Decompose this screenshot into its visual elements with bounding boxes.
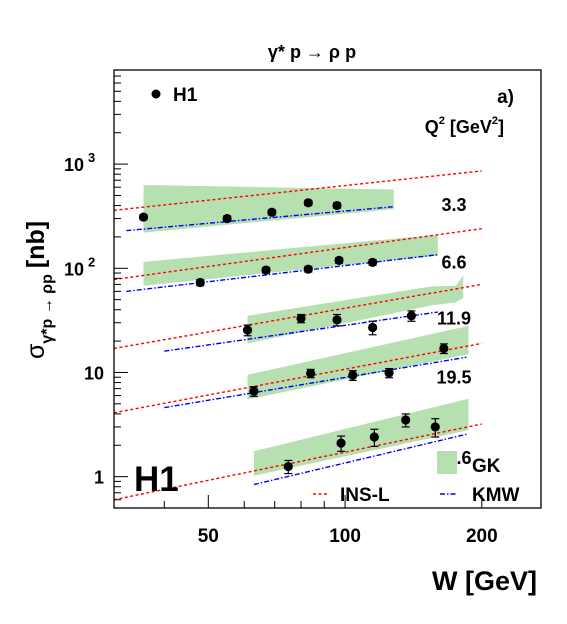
data-point-3-0 bbox=[249, 386, 259, 396]
data-point-4-0 bbox=[283, 461, 293, 472]
h1-watermark: H1 bbox=[134, 460, 179, 499]
ins-line-1 bbox=[113, 227, 482, 281]
kmw-line-4 bbox=[253, 433, 467, 486]
data-point-2-2 bbox=[332, 315, 342, 325]
q2-label-1: 6.6 bbox=[441, 253, 466, 273]
gk-bands bbox=[143, 185, 469, 476]
data-point-0-0 bbox=[138, 212, 149, 222]
y-tick-label-2: 10 bbox=[64, 259, 84, 279]
x-axis-label: W [GeV] bbox=[432, 566, 537, 596]
data-point-2-1 bbox=[296, 313, 306, 324]
data-point-0-2 bbox=[267, 207, 277, 217]
svg-text:σγ*p → ρp[nb]: σγ*p → ρp [nb] bbox=[22, 221, 56, 359]
x-tick-label-0: 50 bbox=[198, 526, 219, 547]
gk-band-1 bbox=[143, 234, 438, 286]
y-tick-label-0: 1 bbox=[94, 468, 104, 488]
data-point-2-0 bbox=[242, 325, 253, 335]
q2-header: Q2 [GeV2] bbox=[425, 115, 504, 137]
data-point-3-3 bbox=[384, 368, 394, 378]
q2-label-0: 3.3 bbox=[441, 195, 466, 215]
y-axis-label: σγ*p → ρp [nb] bbox=[22, 221, 56, 359]
ins-line-3 bbox=[113, 342, 482, 414]
y-tick-exp-3: 3 bbox=[88, 150, 95, 165]
data-point-3-1 bbox=[306, 368, 316, 378]
data-point-2-4 bbox=[406, 311, 417, 321]
legend-data-marker bbox=[151, 89, 161, 99]
data-point-4-1 bbox=[336, 438, 346, 448]
model-lines bbox=[113, 170, 482, 501]
y-axis-unit: [nb] bbox=[22, 221, 50, 268]
q2-label-3: 19.5 bbox=[436, 367, 471, 387]
kmw-line-3 bbox=[164, 356, 467, 409]
gk-band-3 bbox=[247, 325, 469, 400]
data-point-4-2 bbox=[369, 432, 379, 442]
data-point-4-4 bbox=[430, 422, 440, 432]
ins-line-4 bbox=[113, 423, 482, 501]
data-point-1-2 bbox=[303, 264, 313, 274]
data-point-0-3 bbox=[303, 198, 313, 208]
legend-kmw-label: KMW bbox=[472, 485, 520, 506]
data-point-3-4 bbox=[439, 343, 449, 354]
x-tick-label-1: 100 bbox=[329, 526, 361, 547]
data-point-3-2 bbox=[348, 370, 358, 380]
data-point-2-3 bbox=[368, 322, 378, 333]
data-point-0-1 bbox=[222, 213, 232, 224]
y-axis-sigma: σ bbox=[22, 343, 50, 359]
gk-band-2 bbox=[247, 275, 464, 344]
ins-line-0 bbox=[113, 170, 482, 212]
y-tick-label-3: 10 bbox=[64, 155, 84, 175]
chart-title: γ* p → ρ p bbox=[268, 42, 356, 62]
legend-ins-label: INS-L bbox=[340, 485, 390, 506]
data-point-1-4 bbox=[368, 257, 378, 267]
data-point-1-1 bbox=[261, 265, 271, 275]
data-point-0-4 bbox=[332, 200, 342, 211]
y-tick-label-1: 10 bbox=[84, 363, 104, 383]
ins-line-2 bbox=[113, 283, 482, 350]
data-points bbox=[138, 198, 449, 475]
data-point-4-3 bbox=[401, 415, 411, 425]
gk-band-0 bbox=[143, 185, 394, 233]
legend-gk-label: GK bbox=[472, 456, 501, 477]
x-tick-label-2: 200 bbox=[466, 526, 498, 547]
legend-data-label: H1 bbox=[173, 85, 198, 106]
plot-frame bbox=[113, 69, 542, 509]
gk-band-4 bbox=[253, 398, 469, 476]
data-point-1-3 bbox=[334, 255, 344, 265]
q2-label-2: 11.9 bbox=[437, 308, 471, 328]
kmw-line-0 bbox=[126, 205, 394, 232]
y-tick-exp-2: 2 bbox=[88, 254, 95, 269]
y-axis-subscript: γ*p → ρp bbox=[39, 274, 56, 344]
kmw-line-2 bbox=[164, 311, 438, 352]
panel-label: a) bbox=[497, 87, 514, 108]
legend-gk-swatch bbox=[437, 451, 457, 474]
data-point-1-0 bbox=[195, 277, 205, 288]
axis-ticks: 50 100 200 1 10 10 2 10 3 bbox=[64, 69, 498, 547]
